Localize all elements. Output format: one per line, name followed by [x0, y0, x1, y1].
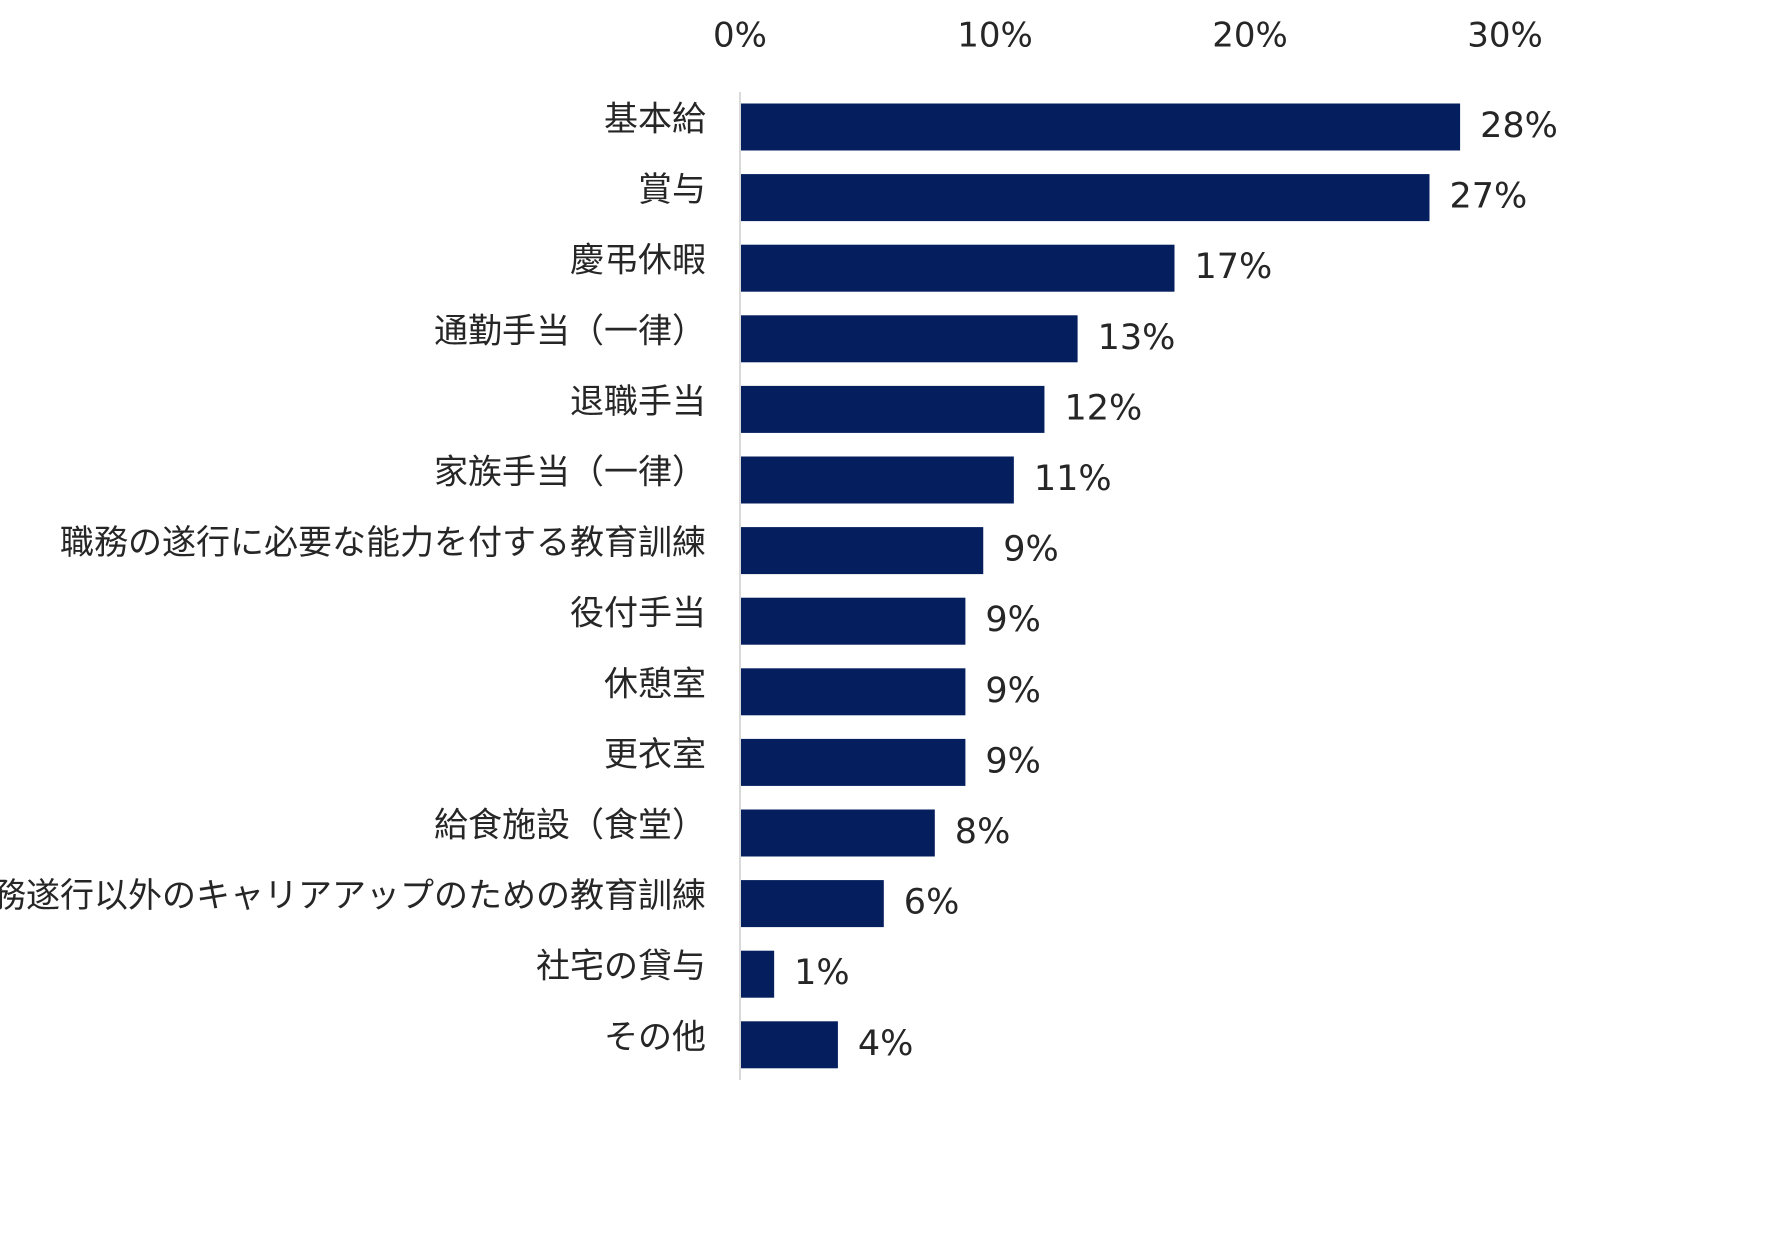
bar — [741, 668, 966, 716]
value-label: 27% — [1450, 177, 1528, 217]
category-label: 給食施設（食堂） — [434, 806, 706, 846]
value-label: 9% — [985, 600, 1041, 640]
bar — [741, 950, 775, 998]
category-label: 賞与 — [638, 170, 706, 210]
bar-layer — [741, 103, 1461, 1069]
value-label: 8% — [955, 812, 1011, 852]
category-label: 休憩室 — [604, 664, 706, 704]
value-label: 12% — [1064, 388, 1142, 428]
category-label: 家族手当（一律） — [434, 453, 706, 493]
label-layer: 基本給 28% 賞与 27% 慶弔休暇 17% 通勤手当（一律） 13% 退職手当 12% 家族手当… — [0, 100, 1558, 1064]
value-label: 11% — [1034, 459, 1112, 499]
bar — [741, 527, 984, 575]
category-label: 更衣室 — [604, 735, 706, 775]
value-label: 17% — [1195, 247, 1273, 287]
bar — [741, 244, 1175, 292]
category-label: 社宅の貸与 — [536, 947, 706, 987]
value-label: 9% — [1003, 530, 1059, 570]
category-label: 慶弔休暇 — [570, 241, 706, 281]
bar — [741, 738, 966, 786]
bar — [741, 456, 1014, 504]
value-label: 9% — [985, 741, 1041, 781]
category-label: 職務遂行以外のキャリアアップのための教育訓練 — [0, 876, 706, 916]
x-tick-label: 10% — [957, 16, 1033, 56]
bar — [741, 880, 884, 928]
category-label: その他 — [604, 1017, 706, 1057]
x-tick-label: 20% — [1212, 16, 1288, 56]
value-label: 6% — [904, 883, 960, 923]
bar — [741, 103, 1461, 151]
category-label: 役付手当 — [570, 594, 706, 634]
value-label: 28% — [1480, 106, 1558, 146]
bar — [741, 809, 935, 857]
value-label: 9% — [985, 671, 1041, 711]
value-label: 13% — [1098, 318, 1176, 358]
value-label: 1% — [794, 953, 850, 993]
value-label: 4% — [858, 1024, 914, 1064]
bar — [741, 174, 1430, 222]
category-label: 通勤手当（一律） — [434, 311, 706, 351]
bar — [741, 315, 1078, 363]
axis-layer: 0% 10% 20% 30% — [713, 16, 1543, 1080]
category-label: 退職手当 — [570, 382, 706, 422]
bar — [741, 385, 1045, 433]
x-tick-label: 0% — [713, 16, 767, 56]
bar — [741, 1021, 838, 1069]
bar — [741, 597, 966, 645]
category-label: 基本給 — [604, 100, 706, 140]
category-label: 職務の遂行に必要な能力を付する教育訓練 — [60, 523, 706, 563]
x-tick-label: 30% — [1467, 16, 1543, 56]
